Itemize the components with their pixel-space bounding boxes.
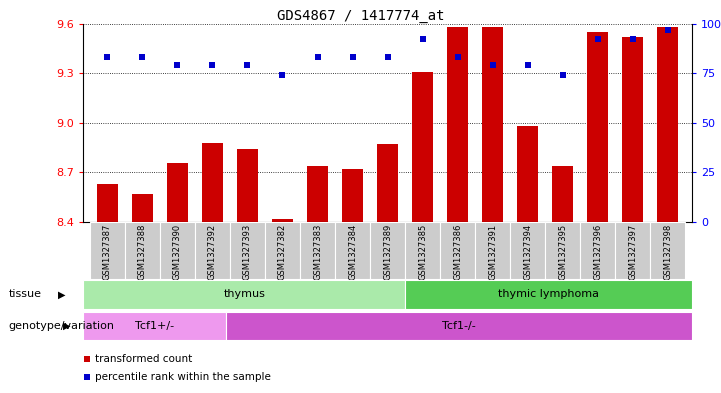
Bar <box>587 32 608 222</box>
Bar <box>622 37 643 222</box>
Bar <box>132 194 153 222</box>
Text: thymic lymphoma: thymic lymphoma <box>498 289 599 299</box>
Text: GSM1327394: GSM1327394 <box>523 224 532 280</box>
Bar <box>265 222 300 279</box>
Bar <box>125 222 160 279</box>
Text: GSM1327384: GSM1327384 <box>348 224 357 280</box>
Bar <box>615 222 650 279</box>
Text: percentile rank within the sample: percentile rank within the sample <box>95 372 271 382</box>
Text: GSM1327398: GSM1327398 <box>663 224 672 280</box>
Text: transformed count: transformed count <box>95 354 193 364</box>
Text: GSM1327383: GSM1327383 <box>313 224 322 280</box>
Text: GSM1327388: GSM1327388 <box>138 224 147 280</box>
Bar <box>195 222 230 279</box>
Bar <box>482 27 503 222</box>
Bar <box>335 222 370 279</box>
Text: thymus: thymus <box>224 289 265 299</box>
Text: GSM1327382: GSM1327382 <box>278 224 287 280</box>
Bar <box>160 222 195 279</box>
Text: GSM1327392: GSM1327392 <box>208 224 217 280</box>
Bar <box>510 222 545 279</box>
Bar <box>97 184 118 222</box>
Text: GSM1327390: GSM1327390 <box>173 224 182 280</box>
Bar <box>377 144 398 222</box>
Bar <box>272 219 293 222</box>
Text: GSM1327386: GSM1327386 <box>453 224 462 280</box>
Bar <box>342 169 363 222</box>
Text: tissue: tissue <box>9 289 42 299</box>
Bar <box>440 222 475 279</box>
Bar <box>475 222 510 279</box>
Text: GSM1327395: GSM1327395 <box>558 224 567 280</box>
Bar <box>517 126 538 222</box>
Bar <box>405 222 440 279</box>
Text: GDS4867 / 1417774_at: GDS4867 / 1417774_at <box>277 9 444 23</box>
Text: GSM1327385: GSM1327385 <box>418 224 427 280</box>
Bar <box>307 166 328 222</box>
Text: GSM1327393: GSM1327393 <box>243 224 252 280</box>
Text: ▶: ▶ <box>63 321 70 331</box>
Text: Tcf1-/-: Tcf1-/- <box>443 321 476 331</box>
Bar <box>167 163 188 222</box>
Bar <box>545 222 580 279</box>
Text: ▶: ▶ <box>58 289 65 299</box>
Bar <box>405 280 692 309</box>
Bar <box>412 72 433 222</box>
Bar <box>226 312 692 340</box>
Bar <box>552 166 573 222</box>
Bar <box>202 143 223 222</box>
Text: GSM1327389: GSM1327389 <box>383 224 392 280</box>
Bar <box>83 312 226 340</box>
Text: GSM1327397: GSM1327397 <box>628 224 637 280</box>
Bar <box>447 27 468 222</box>
Bar <box>83 280 405 309</box>
Bar <box>230 222 265 279</box>
Bar <box>657 27 678 222</box>
Bar <box>90 222 125 279</box>
Text: GSM1327391: GSM1327391 <box>488 224 497 280</box>
Text: genotype/variation: genotype/variation <box>9 321 115 331</box>
Bar <box>650 222 685 279</box>
Bar <box>237 149 258 222</box>
Text: GSM1327387: GSM1327387 <box>103 224 112 280</box>
Bar <box>370 222 405 279</box>
Text: Tcf1+/-: Tcf1+/- <box>135 321 174 331</box>
Text: GSM1327396: GSM1327396 <box>593 224 602 280</box>
Bar <box>300 222 335 279</box>
Bar <box>580 222 615 279</box>
